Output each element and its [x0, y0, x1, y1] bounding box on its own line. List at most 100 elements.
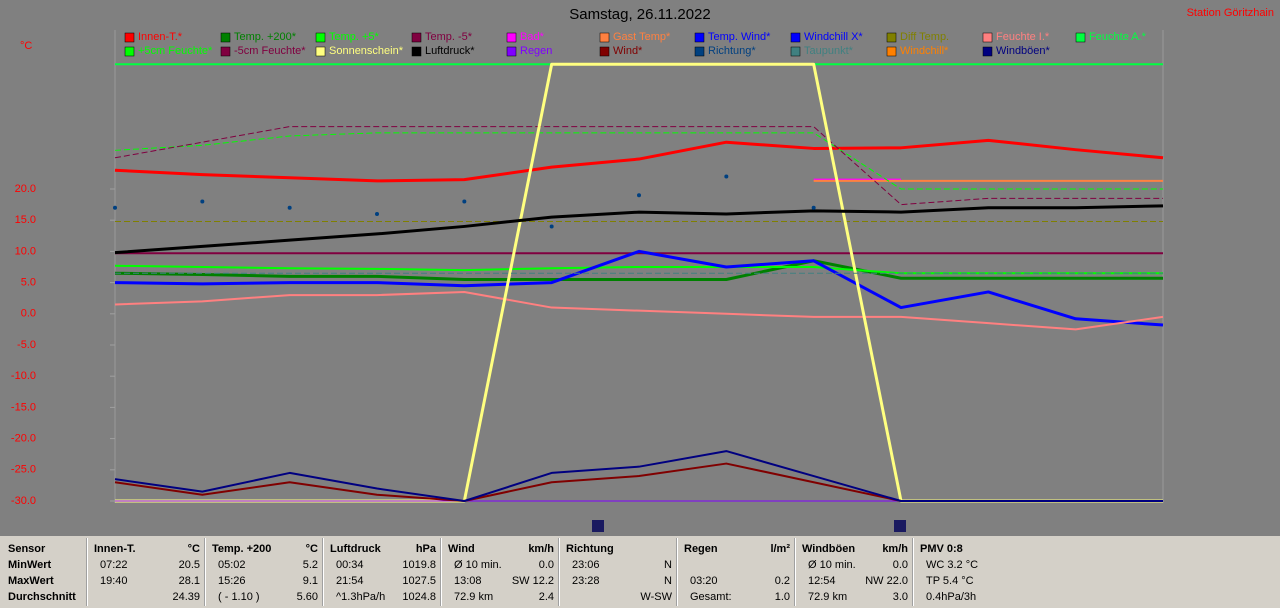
legend-swatch — [411, 32, 422, 43]
data-point — [287, 205, 292, 210]
data-point — [200, 199, 205, 204]
column-unit: °C — [187, 543, 200, 555]
legend-swatch — [506, 46, 517, 57]
legend-label: Taupunkt* — [804, 45, 854, 57]
y-tick-label: 10.0 — [15, 245, 36, 257]
column-title: Wind — [448, 543, 475, 555]
table-cell: 19:40 — [100, 575, 128, 587]
table-cell: 23:28 — [572, 575, 600, 587]
summary-table: Sensor MinWert MaxWert Durchschnitt Innen-T.… — [0, 536, 1280, 608]
y-tick-label: -20.0 — [11, 433, 36, 445]
table-cell: 1027.5 — [402, 575, 436, 587]
legend-label: -5cm Feuchte* — [234, 45, 306, 57]
series-line — [114, 450, 1163, 502]
column-divider — [440, 538, 442, 606]
chart: Samstag, 26.11.2022 Station Göritzhain °… — [0, 0, 1280, 536]
column-title: Windböen — [802, 543, 856, 555]
data-point — [113, 205, 117, 210]
column-unit: hPa — [415, 543, 436, 555]
table-cell: 23:06 — [572, 559, 600, 571]
table-cell: Ø 10 min. — [454, 559, 502, 571]
table-cell: 0.0 — [538, 559, 554, 571]
column-title: Luftdruck — [330, 543, 381, 555]
icon — [592, 520, 604, 532]
series-line — [114, 138, 1164, 183]
legend-swatch — [790, 32, 801, 43]
legend-label: Richtung* — [708, 45, 756, 57]
table-cell: 5.2 — [302, 559, 318, 571]
icon — [894, 520, 906, 532]
row-label: MinWert — [8, 559, 52, 571]
legend-swatch — [599, 46, 610, 57]
y-tick-label: 20.0 — [15, 183, 36, 195]
y-tick-label: -25.0 — [11, 464, 36, 476]
table-cell: W-SW — [640, 591, 672, 603]
legend-label: Gast Temp* — [613, 31, 671, 43]
column-title: Richtung — [566, 543, 614, 555]
column-divider — [86, 538, 88, 606]
column-unit: l/m² — [770, 543, 790, 555]
table-cell: 12:54 — [808, 575, 836, 587]
data-point — [549, 224, 554, 229]
legend-swatch — [124, 32, 135, 43]
table-cell: 0.4hPa/3h — [926, 591, 977, 603]
table-cell: 0.2 — [774, 575, 790, 587]
y-tick-label: -5.0 — [17, 339, 36, 351]
table-cell: 1024.8 — [402, 591, 436, 603]
legend-label: Windchill X* — [804, 31, 863, 43]
table-cell: 1019.8 — [402, 559, 436, 571]
column-divider — [558, 538, 560, 606]
row-label: Durchschnitt — [8, 591, 76, 603]
legend-label: Temp. +5* — [329, 31, 380, 43]
table-cell: 72.9 km — [808, 591, 848, 603]
legend-label: Bad* — [520, 31, 545, 43]
y-tick-label: 0.0 — [21, 308, 36, 320]
series-line — [114, 126, 1163, 206]
legend-label: Innen-T.* — [138, 31, 183, 43]
legend-label: Luftdruck* — [425, 45, 475, 57]
y-tick-label: 15.0 — [15, 214, 36, 226]
table-cell: TP 5.4 °C — [926, 575, 974, 587]
station-name: Station Göritzhain — [1187, 7, 1274, 19]
table-cell: 0.0 — [892, 559, 908, 571]
series-line — [114, 132, 1163, 190]
legend-label: Temp. -5* — [425, 31, 473, 43]
data-point — [811, 205, 816, 210]
column-title: PMV 0:8 — [920, 543, 963, 555]
legend-swatch — [694, 46, 705, 57]
legend-swatch — [220, 46, 231, 57]
legend-label: Feuchte A.* — [1089, 31, 1147, 43]
legend-swatch — [982, 32, 993, 43]
table-cell: 00:34 — [336, 559, 364, 571]
column-divider — [794, 538, 796, 606]
table-cell: 1.0 — [774, 591, 790, 603]
table-cell: 05:02 — [218, 559, 246, 571]
legend-swatch — [315, 46, 326, 57]
legend-label: Feuchte I.* — [996, 31, 1050, 43]
table-cell: 20.5 — [178, 559, 200, 571]
table-cell: NW 22.0 — [865, 575, 908, 587]
data-point — [724, 174, 729, 179]
legend-swatch — [315, 32, 326, 43]
series-line — [114, 259, 1163, 281]
table-cell: 13:08 — [454, 575, 482, 587]
chart-title: Samstag, 26.11.2022 — [569, 6, 711, 23]
legend-swatch — [886, 32, 897, 43]
table-cell: 28.1 — [178, 575, 200, 587]
table-cell: 24.39 — [172, 591, 200, 603]
legend-swatch — [1075, 32, 1086, 43]
column-divider — [322, 538, 324, 606]
legend-label: Windböen* — [996, 45, 1051, 57]
table-cell: 72.9 km — [454, 591, 494, 603]
column-unit: km/h — [528, 543, 554, 555]
legend-swatch — [694, 32, 705, 43]
legend-label: Diff Temp. — [900, 31, 949, 43]
y-tick-label: -30.0 — [11, 495, 36, 507]
chart-background — [0, 0, 1280, 536]
legend-swatch — [982, 46, 993, 57]
data-point — [375, 211, 379, 216]
table-cell: WC 3.2 °C — [926, 559, 979, 571]
legend-swatch — [790, 46, 801, 57]
legend-swatch — [220, 32, 231, 43]
column-title: Temp. +200 — [212, 543, 272, 555]
